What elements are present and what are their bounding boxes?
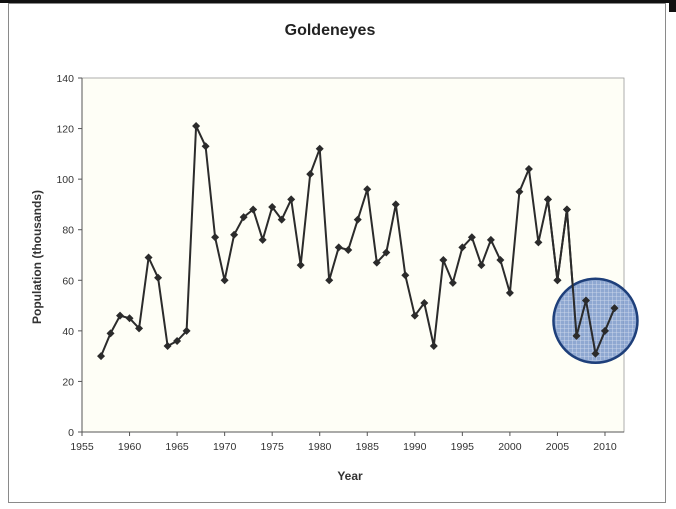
chart-title: Goldeneyes xyxy=(285,22,376,39)
x-tick-label: 1960 xyxy=(118,441,142,453)
y-tick-label: 120 xyxy=(56,124,74,136)
data-point xyxy=(391,200,400,209)
data-point xyxy=(249,205,258,214)
data-point xyxy=(524,165,533,174)
highlighted-data-point xyxy=(600,326,609,335)
y-tick-label: 100 xyxy=(56,174,74,186)
y-tick-label: 0 xyxy=(68,427,74,439)
highlighted-data-point xyxy=(610,304,619,313)
x-tick-label: 1980 xyxy=(308,441,332,453)
x-tick-label: 1985 xyxy=(356,441,380,453)
data-point xyxy=(486,235,495,244)
data-point xyxy=(116,311,125,320)
data-point xyxy=(458,243,467,252)
data-point xyxy=(505,288,514,297)
data-point xyxy=(296,261,305,270)
data-point xyxy=(382,248,391,257)
data-point xyxy=(125,314,134,323)
x-tick-label: 1995 xyxy=(451,441,475,453)
x-tick-label: 1990 xyxy=(403,441,427,453)
x-axis-label: Year xyxy=(337,469,363,483)
data-point xyxy=(230,230,239,239)
data-point xyxy=(420,299,429,308)
data-point xyxy=(220,276,229,285)
data-point xyxy=(363,185,372,194)
y-axis-label: Population (thousands) xyxy=(30,190,44,324)
x-tick-label: 2005 xyxy=(546,441,570,453)
y-tick-label: 80 xyxy=(62,225,74,237)
data-point xyxy=(353,215,362,224)
x-tick-label: 2010 xyxy=(593,441,617,453)
data-point xyxy=(154,273,163,282)
data-point xyxy=(477,261,486,270)
highlighted-data-point xyxy=(581,296,590,305)
plot-area xyxy=(81,77,625,433)
data-point xyxy=(144,253,153,262)
data-point xyxy=(325,276,334,285)
data-point xyxy=(106,329,115,338)
data-point xyxy=(201,142,210,151)
data-point xyxy=(448,278,457,287)
x-tick-label: 1975 xyxy=(260,441,284,453)
highlighted-data-point xyxy=(543,195,552,204)
data-point xyxy=(163,342,172,351)
data-point xyxy=(515,187,524,196)
data-point xyxy=(315,144,324,153)
data-point xyxy=(192,122,201,131)
data-point xyxy=(97,352,106,361)
data-point xyxy=(182,326,191,335)
highlighted-data-point xyxy=(591,349,600,358)
data-point xyxy=(268,202,277,211)
highlighted-data-point xyxy=(553,276,562,285)
data-point xyxy=(401,271,410,280)
data-point xyxy=(496,256,505,265)
highlighted-data-point xyxy=(562,205,571,214)
data-point xyxy=(258,235,267,244)
y-tick-label: 40 xyxy=(62,326,74,338)
data-point xyxy=(372,258,381,267)
data-point xyxy=(173,336,182,345)
data-point xyxy=(277,215,286,224)
data-point xyxy=(467,233,476,242)
y-tick-label: 20 xyxy=(62,376,74,388)
data-point xyxy=(534,238,543,247)
window-top-edge xyxy=(0,0,676,3)
x-tick-label: 1965 xyxy=(165,441,189,453)
data-point xyxy=(429,342,438,351)
data-point xyxy=(211,233,220,242)
y-tick-label: 140 xyxy=(56,73,74,85)
data-point xyxy=(239,213,248,222)
y-tick-label: 60 xyxy=(62,275,74,287)
highlight-hatch xyxy=(555,280,636,361)
data-point xyxy=(135,324,144,333)
data-point xyxy=(344,245,353,254)
x-tick-label: 1970 xyxy=(213,441,237,453)
highlighted-series-segment xyxy=(546,199,616,358)
data-point xyxy=(334,243,343,252)
window-corner-edge xyxy=(669,0,676,12)
x-tick-label: 2000 xyxy=(498,441,522,453)
data-point xyxy=(306,170,315,179)
x-tick-label: 1955 xyxy=(70,441,94,453)
data-point xyxy=(439,256,448,265)
highlighted-data-point xyxy=(572,331,581,340)
data-point xyxy=(410,311,419,320)
data-point xyxy=(287,195,296,204)
